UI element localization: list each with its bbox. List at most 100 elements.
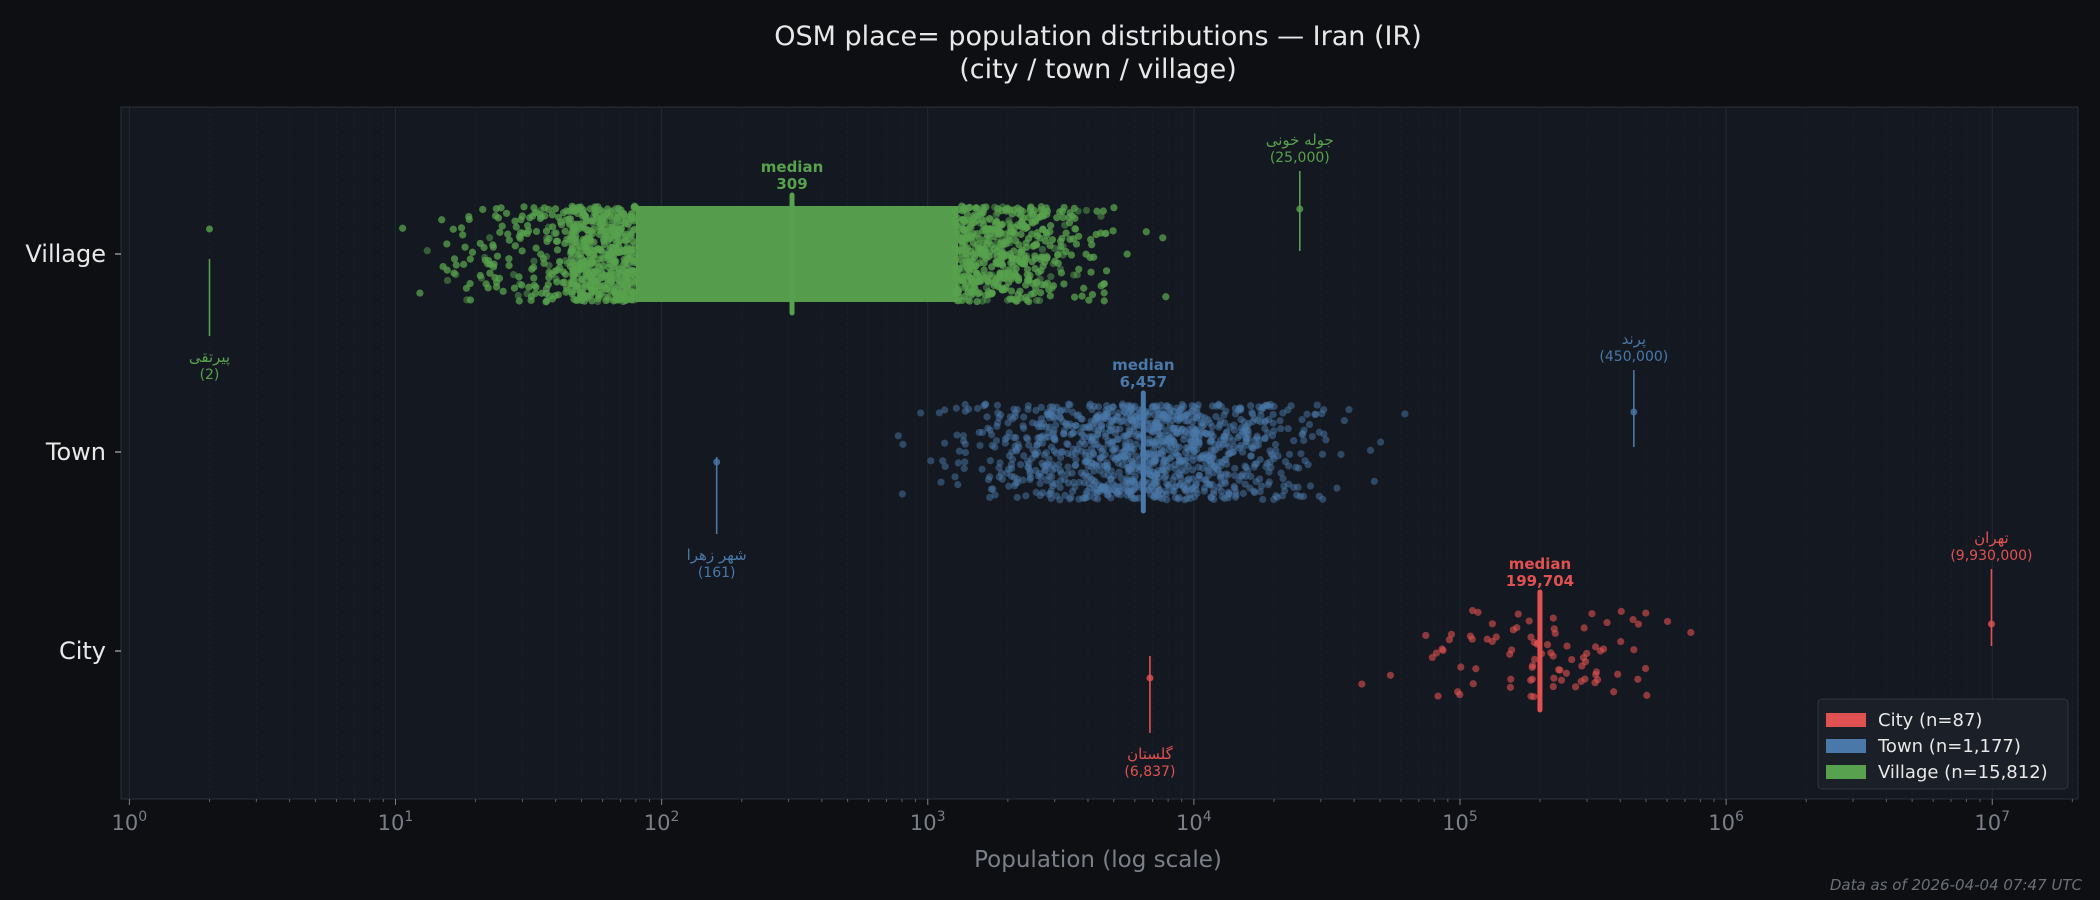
data-point (1276, 417, 1284, 425)
data-point (1025, 441, 1033, 449)
data-point (1167, 411, 1175, 420)
data-point (1454, 688, 1462, 696)
data-point (631, 253, 640, 261)
data-point (1193, 404, 1201, 412)
data-point (1229, 448, 1237, 456)
data-point (1401, 410, 1409, 418)
data-point (1199, 419, 1207, 427)
data-point (982, 254, 990, 262)
data-point (1004, 419, 1012, 427)
data-point (1020, 424, 1028, 432)
data-point (973, 404, 982, 413)
data-point (1629, 615, 1637, 624)
data-point (994, 260, 1002, 268)
data-point (1087, 437, 1095, 445)
data-point (1114, 413, 1122, 421)
data-point (1195, 471, 1203, 480)
data-point (1195, 431, 1204, 439)
data-point (986, 215, 994, 223)
data-point (1322, 436, 1330, 444)
marks: median199,704گلستان(6,837)تهران(9,930,00… (189, 131, 2033, 780)
data-point (1099, 280, 1108, 288)
data-point (1178, 466, 1186, 474)
data-point (1232, 488, 1240, 496)
data-point (1064, 463, 1072, 471)
data-point (1596, 647, 1605, 655)
data-point (450, 269, 458, 277)
data-point (1048, 236, 1057, 244)
data-point (1248, 408, 1256, 417)
data-point (1634, 620, 1643, 628)
data-point (1142, 228, 1150, 236)
data-point (1298, 416, 1306, 424)
data-point (954, 480, 962, 489)
data-point (1043, 411, 1051, 419)
data-point (510, 284, 519, 292)
data-point (1159, 234, 1167, 242)
data-point (622, 246, 630, 254)
median-value-label: 199,704 (1506, 572, 1574, 590)
data-point (1057, 469, 1065, 477)
data-point (978, 465, 986, 473)
data-point (1061, 475, 1069, 483)
data-point (1150, 493, 1158, 502)
data-point (1231, 472, 1239, 480)
data-point (954, 459, 962, 467)
extreme-value-label: (25,000) (1270, 150, 1330, 166)
data-point (530, 257, 538, 265)
data-point (1207, 437, 1215, 445)
data-point (1171, 493, 1180, 502)
data-point (567, 254, 576, 262)
data-point (1557, 676, 1566, 684)
data-point (1457, 663, 1465, 671)
data-point (1313, 401, 1321, 409)
data-point (1366, 446, 1375, 454)
data-point (516, 234, 524, 243)
data-point (1153, 435, 1161, 443)
data-point (1030, 241, 1038, 250)
data-point (1149, 468, 1157, 476)
data-point (1279, 475, 1287, 483)
data-point (1445, 636, 1453, 644)
x-tick-label: 103 (910, 809, 946, 835)
data-point (968, 275, 976, 283)
data-point (589, 217, 597, 225)
data-point (1032, 466, 1040, 475)
extreme-value-label: (161) (698, 565, 736, 581)
data-point (1093, 489, 1101, 497)
data-point (602, 232, 610, 240)
data-point (965, 259, 973, 268)
data-point (1134, 430, 1142, 438)
data-point (577, 203, 585, 211)
data-point (986, 426, 994, 434)
data-point (1016, 287, 1024, 295)
data-point (1492, 633, 1500, 641)
data-point (1320, 406, 1328, 414)
data-point (1169, 487, 1177, 495)
data-point (1049, 482, 1057, 490)
data-point (1210, 462, 1218, 470)
data-point (1036, 234, 1044, 242)
data-point (1047, 443, 1056, 451)
data-point (461, 243, 469, 251)
data-point (531, 289, 540, 298)
data-point (994, 283, 1002, 291)
data-point (961, 448, 970, 457)
data-point (1643, 691, 1651, 699)
data-point (553, 278, 561, 286)
data-point (1006, 232, 1014, 240)
data-point (1001, 439, 1009, 447)
data-point (1048, 473, 1056, 481)
data-point (527, 296, 535, 304)
chart-subtitle: (city / town / village) (959, 54, 1237, 85)
data-point (1053, 403, 1061, 411)
data-point (1022, 492, 1030, 500)
data-point (1434, 692, 1442, 700)
data-point (504, 230, 512, 238)
data-point (1020, 452, 1028, 460)
data-point (1039, 489, 1047, 497)
data-point (489, 243, 497, 251)
data-point (1217, 470, 1225, 478)
data-point (423, 247, 431, 255)
